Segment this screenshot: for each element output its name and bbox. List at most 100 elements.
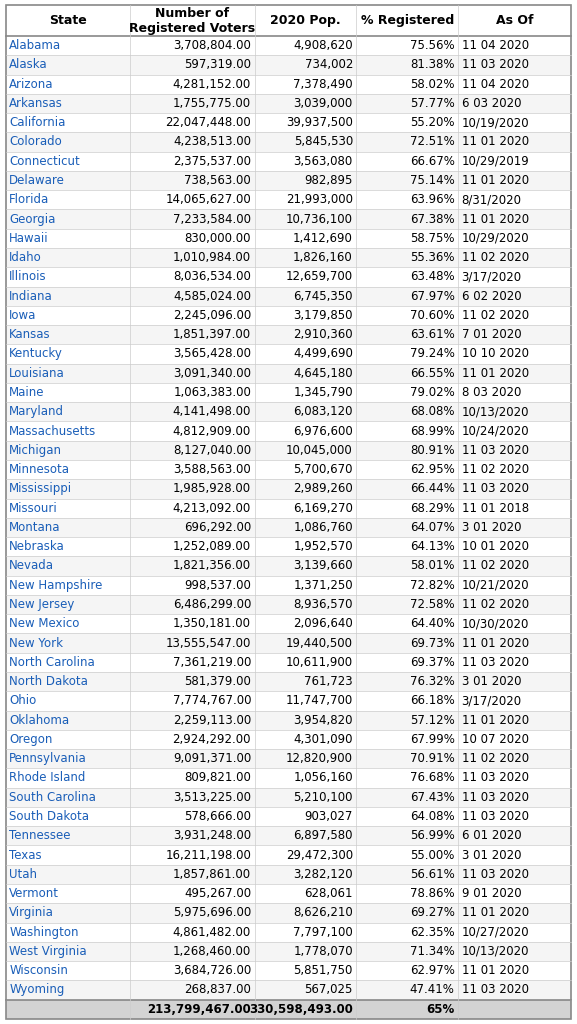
Text: Maine: Maine <box>9 386 45 399</box>
Text: Minnesota: Minnesota <box>9 463 70 476</box>
Text: 79.24%: 79.24% <box>410 347 455 360</box>
Text: Rhode Island: Rhode Island <box>9 771 85 784</box>
Text: Vermont: Vermont <box>9 887 59 900</box>
Text: Colorado: Colorado <box>9 135 62 148</box>
Text: 68.99%: 68.99% <box>410 425 455 437</box>
Text: 11 02 2020: 11 02 2020 <box>462 251 529 264</box>
Text: Number of
Registered Voters: Number of Registered Voters <box>129 6 256 35</box>
Text: 71.34%: 71.34% <box>410 945 455 957</box>
Text: 11 04 2020: 11 04 2020 <box>462 78 529 91</box>
Text: 3,282,120: 3,282,120 <box>293 867 353 881</box>
Text: 11 02 2020: 11 02 2020 <box>462 309 529 322</box>
Text: 1,755,775.00: 1,755,775.00 <box>173 97 251 110</box>
Text: 3,708,804.00: 3,708,804.00 <box>173 39 251 52</box>
Text: 11 02 2020: 11 02 2020 <box>462 753 529 765</box>
Text: 76.68%: 76.68% <box>410 771 455 784</box>
Text: Nebraska: Nebraska <box>9 541 65 553</box>
Text: Tennessee: Tennessee <box>9 829 71 843</box>
Text: 11 01 2018: 11 01 2018 <box>462 502 529 515</box>
Text: South Dakota: South Dakota <box>9 810 89 823</box>
Text: 11 01 2020: 11 01 2020 <box>462 637 529 649</box>
Text: 11 03 2020: 11 03 2020 <box>462 482 529 496</box>
Bar <box>6 980 571 999</box>
Text: Virginia: Virginia <box>9 906 54 920</box>
Bar <box>6 595 571 614</box>
Text: 3,513,225.00: 3,513,225.00 <box>173 791 251 804</box>
Text: 75.14%: 75.14% <box>410 174 455 187</box>
Text: Ohio: Ohio <box>9 694 36 708</box>
Bar <box>6 691 571 711</box>
Text: 67.99%: 67.99% <box>410 733 455 745</box>
Bar <box>6 402 571 422</box>
Text: 578,666.00: 578,666.00 <box>184 810 251 823</box>
Text: 62.35%: 62.35% <box>410 926 455 939</box>
Bar <box>6 287 571 306</box>
Bar <box>6 36 571 55</box>
Text: 63.48%: 63.48% <box>410 270 455 284</box>
Text: New York: New York <box>9 637 63 649</box>
Text: 62.97%: 62.97% <box>410 965 455 977</box>
Text: 11 03 2020: 11 03 2020 <box>462 791 529 804</box>
Text: 2,259,113.00: 2,259,113.00 <box>173 714 251 727</box>
Text: 581,379.00: 581,379.00 <box>184 675 251 688</box>
Text: 3 01 2020: 3 01 2020 <box>462 849 521 861</box>
Text: 6 01 2020: 6 01 2020 <box>462 829 521 843</box>
Text: Kansas: Kansas <box>9 328 51 341</box>
Text: Illinois: Illinois <box>9 270 47 284</box>
Text: 11 01 2020: 11 01 2020 <box>462 965 529 977</box>
Text: 10/30/2020: 10/30/2020 <box>462 617 529 631</box>
Text: 72.82%: 72.82% <box>410 579 455 592</box>
Text: 11 03 2020: 11 03 2020 <box>462 443 529 457</box>
Text: 11 01 2020: 11 01 2020 <box>462 906 529 920</box>
Bar <box>6 884 571 903</box>
Text: 11 03 2020: 11 03 2020 <box>462 983 529 996</box>
Bar <box>6 383 571 402</box>
Text: 66.55%: 66.55% <box>410 367 455 380</box>
Bar <box>6 152 571 171</box>
Bar <box>6 440 571 460</box>
Bar <box>6 113 571 132</box>
Text: 11,747,700: 11,747,700 <box>286 694 353 708</box>
Bar <box>6 306 571 325</box>
Text: 11 01 2020: 11 01 2020 <box>462 135 529 148</box>
Text: South Carolina: South Carolina <box>9 791 96 804</box>
Text: 982,895: 982,895 <box>305 174 353 187</box>
Text: 4,585,024.00: 4,585,024.00 <box>173 290 251 303</box>
Bar <box>6 826 571 846</box>
Text: New Mexico: New Mexico <box>9 617 80 631</box>
Bar <box>6 364 571 383</box>
Bar <box>6 614 571 634</box>
Text: Louisiana: Louisiana <box>9 367 65 380</box>
Text: 78.86%: 78.86% <box>410 887 455 900</box>
Text: 11 03 2020: 11 03 2020 <box>462 867 529 881</box>
Text: 567,025: 567,025 <box>305 983 353 996</box>
Text: Arizona: Arizona <box>9 78 54 91</box>
Text: Montana: Montana <box>9 521 61 534</box>
Text: 734,002: 734,002 <box>305 58 353 72</box>
Text: 5,851,750: 5,851,750 <box>294 965 353 977</box>
Text: 10 01 2020: 10 01 2020 <box>462 541 529 553</box>
Text: 3,091,340.00: 3,091,340.00 <box>173 367 251 380</box>
Text: 3/17/2020: 3/17/2020 <box>462 694 522 708</box>
Text: 10,736,100: 10,736,100 <box>286 213 353 225</box>
Bar <box>6 923 571 942</box>
Text: 4,238,513.00: 4,238,513.00 <box>173 135 251 148</box>
Text: Arkansas: Arkansas <box>9 97 63 110</box>
Text: 1,010,984.00: 1,010,984.00 <box>173 251 251 264</box>
Bar <box>6 55 571 75</box>
Text: North Carolina: North Carolina <box>9 655 95 669</box>
Text: 11 01 2020: 11 01 2020 <box>462 714 529 727</box>
Text: 16,211,198.00: 16,211,198.00 <box>165 849 251 861</box>
Text: 58.01%: 58.01% <box>410 559 455 572</box>
Text: 4,281,152.00: 4,281,152.00 <box>173 78 251 91</box>
Text: Nevada: Nevada <box>9 559 54 572</box>
Text: 7 01 2020: 7 01 2020 <box>462 328 521 341</box>
Text: 4,499,690: 4,499,690 <box>293 347 353 360</box>
Text: 10/27/2020: 10/27/2020 <box>462 926 529 939</box>
Text: Oregon: Oregon <box>9 733 53 745</box>
Text: 72.58%: 72.58% <box>410 598 455 611</box>
Text: Michigan: Michigan <box>9 443 62 457</box>
Text: 8/31/2020: 8/31/2020 <box>462 194 522 206</box>
Text: 12,820,900: 12,820,900 <box>286 753 353 765</box>
Text: 69.27%: 69.27% <box>410 906 455 920</box>
